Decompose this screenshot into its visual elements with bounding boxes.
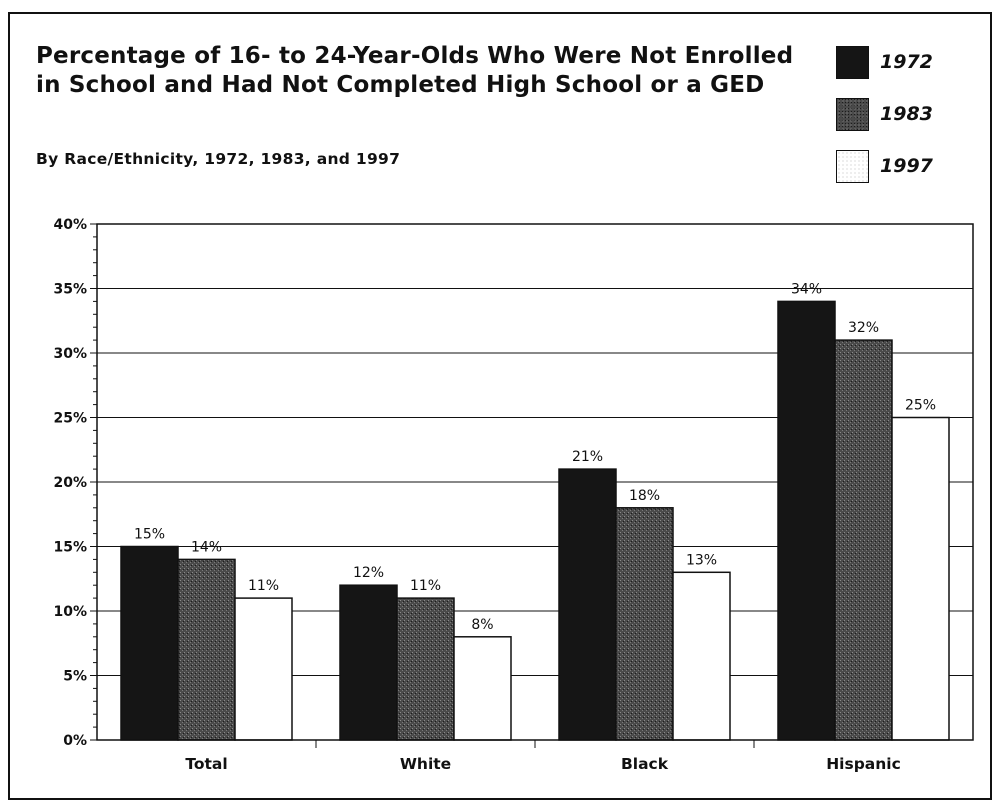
legend-item-1983: 1983 [836,98,986,132]
data-label: 11% [248,578,279,594]
y-tick-label: 5% [63,669,87,685]
data-label: 34% [791,281,822,297]
y-tick-label: 20% [53,475,87,491]
bar-black-1972 [558,468,617,741]
y-tick-label: 15% [53,540,87,556]
x-category-label: Hispanic [826,755,901,773]
chart-subtitle: By Race/Ethnicity, 1972, 1983, and 1997 [36,150,401,168]
legend-label-1997: 1997 [880,155,933,177]
legend-label-1983: 1983 [880,103,933,125]
bar-total-1997 [234,597,293,741]
data-label: 15% [134,527,165,543]
chart-frame [8,12,992,800]
bar-white-1983 [396,597,455,741]
data-label: 14% [191,539,222,555]
y-tick-label: 10% [53,604,87,620]
legend-swatch-1997 [836,150,869,183]
x-category-label: Total [185,755,227,773]
bar-total-1972 [120,545,179,741]
bar-black-1983 [615,507,674,741]
bar-white-1972 [339,584,398,741]
legend-swatch-1983 [836,98,869,131]
bar-hispanic-1972 [777,300,836,741]
data-label: 8% [471,617,493,633]
x-category-label: Black [621,755,669,773]
x-category-label: White [400,755,451,773]
chart-title: Percentage of 16- to 24-Year-Olds Who We… [36,43,794,98]
data-label: 18% [629,488,660,504]
chart-legend: 1972 1983 1997 [836,46,986,196]
bar-black-1997 [672,571,731,741]
y-tick-label: 30% [53,346,87,362]
legend-item-1972: 1972 [836,46,986,80]
data-label: 13% [686,552,717,568]
bar-hispanic-1983 [834,339,893,741]
bar-total-1983 [177,558,236,741]
data-label: 25% [905,398,936,414]
y-tick-label: 35% [53,282,87,298]
bar-white-1997 [453,636,512,741]
legend-item-1997: 1997 [836,150,986,184]
y-tick-label: 0% [63,733,87,749]
data-label: 32% [848,320,879,336]
data-label: 12% [353,565,384,581]
legend-swatch-1972 [836,46,869,79]
legend-label-1972: 1972 [880,51,933,73]
bar-hispanic-1997 [891,416,950,741]
data-label: 11% [410,578,441,594]
y-tick-label: 40% [53,217,87,233]
data-label: 21% [572,449,603,465]
y-tick-label: 25% [53,411,87,427]
